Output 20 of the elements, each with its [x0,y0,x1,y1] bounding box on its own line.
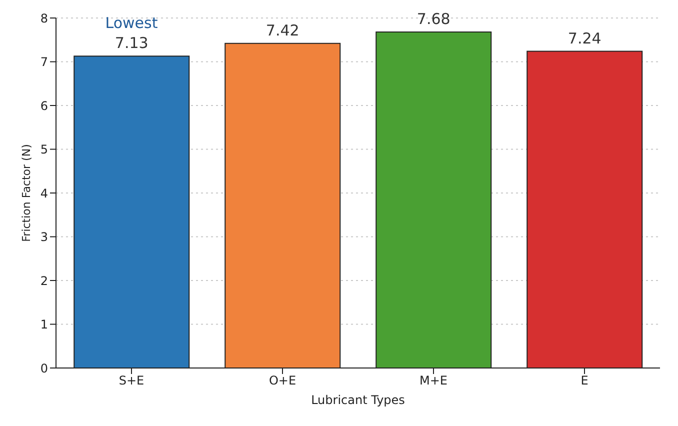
y-tick-label: 7 [40,55,48,70]
y-tick-label: 1 [40,318,48,332]
y-tick-label: 4 [40,186,48,200]
x-tick-label: M+E [420,374,448,388]
y-tick-label: 3 [40,230,48,244]
x-tick-label: O+E [268,374,296,388]
data-label: 7.68 [416,10,450,28]
x-tick-label: S+E [118,374,144,388]
data-label: 7.13 [114,34,148,52]
y-axis-title: Friction Factor (N) [20,144,33,242]
data-label: 7.42 [266,21,300,40]
y-tick-label: 6 [40,98,48,113]
y-tick-label: 5 [40,142,48,157]
data-label: 7.24 [568,29,602,48]
annotation: Lowest [105,14,158,32]
y-tick-label: 8 [40,11,48,26]
x-axis-title: Lubricant Types [311,393,405,407]
y-tick-label: 2 [40,274,48,288]
x-tick-label: E [580,374,588,388]
y-tick-label: 0 [40,361,48,376]
